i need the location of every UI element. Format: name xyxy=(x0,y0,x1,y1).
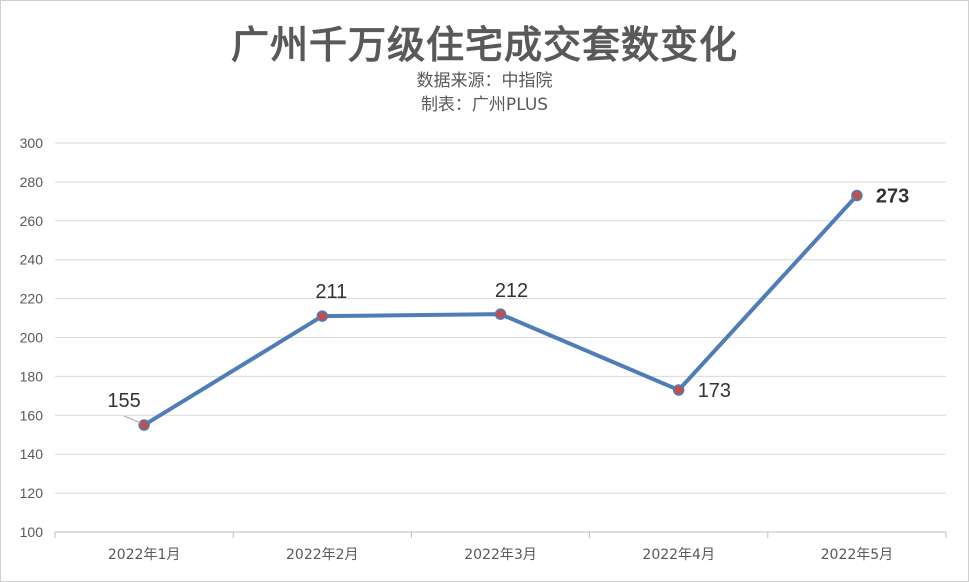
x-tick-label: 2022年2月 xyxy=(286,547,359,563)
data-label: 155 xyxy=(107,390,140,412)
data-point xyxy=(138,419,150,431)
y-tick-label: 120 xyxy=(20,485,44,501)
y-tick-label: 280 xyxy=(20,174,44,190)
y-tick-label: 240 xyxy=(20,252,44,268)
label-leader-line xyxy=(123,415,142,424)
data-point xyxy=(494,308,507,320)
data-point xyxy=(851,189,863,202)
chart-author: 制表：广州PLUS xyxy=(420,95,549,115)
x-tick-label: 2022年4月 xyxy=(642,547,715,563)
x-tick-label: 2022年5月 xyxy=(821,547,894,563)
y-tick-label: 300 xyxy=(20,135,44,151)
y-tick-label: 140 xyxy=(20,446,44,462)
data-label: 173 xyxy=(698,380,731,402)
y-tick-label: 260 xyxy=(20,213,44,229)
y-tick-label: 180 xyxy=(20,368,44,384)
data-point xyxy=(672,384,685,396)
chart-source: 数据来源：中指院 xyxy=(416,71,553,91)
data-label-highlight: 273 xyxy=(876,186,909,208)
data-label: 211 xyxy=(315,281,347,303)
x-tick-label: 2022年1月 xyxy=(108,547,181,563)
data-point xyxy=(316,310,329,322)
y-tick-label: 160 xyxy=(20,407,44,423)
x-tick-label: 2022年3月 xyxy=(464,547,537,563)
data-label: 212 xyxy=(495,280,528,302)
y-tick-label: 220 xyxy=(20,291,44,307)
chart-title: 广州千万级住宅成交套数变化 xyxy=(230,23,738,67)
y-tick-label: 200 xyxy=(20,330,44,346)
y-tick-label: 100 xyxy=(20,524,44,540)
